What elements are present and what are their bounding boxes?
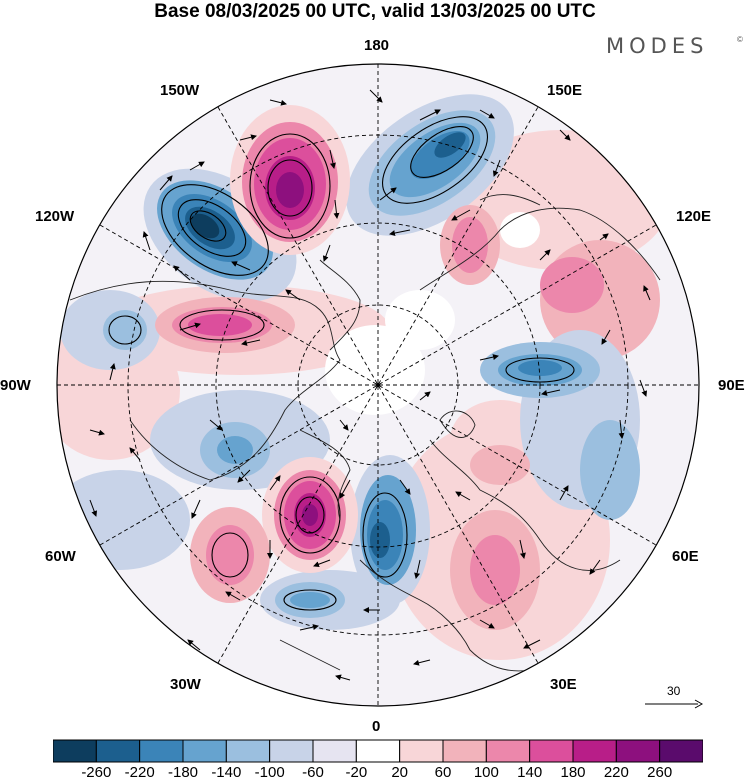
colorbar-swatch	[659, 739, 703, 763]
polar-stereographic-map	[56, 63, 700, 707]
colorbar-tick-label: 260	[647, 764, 673, 781]
colorbar-tick-label: 60	[434, 764, 452, 781]
lon-label-30e: 30E	[550, 676, 577, 693]
lon-label-120e: 120E	[676, 208, 712, 225]
colorbar-tick-label: 220	[603, 764, 629, 781]
graticule	[57, 64, 699, 706]
colorbar-swatch	[312, 739, 357, 763]
colorbar-swatch	[95, 739, 141, 763]
colorbar-tick-label: 180	[560, 764, 586, 781]
colorbar-swatch	[572, 739, 617, 763]
lon-label-120w: 120W	[35, 208, 75, 225]
colorbar-tick-label: 140	[517, 764, 543, 781]
colorbar-swatch	[355, 739, 401, 763]
colorbar-tick-label: -20	[345, 764, 368, 781]
brand-logo-text: MODES	[606, 34, 709, 58]
colorbar-tick-label: -100	[254, 764, 285, 781]
lon-label-60e: 60E	[672, 548, 699, 565]
colorbar-swatch	[485, 739, 531, 763]
map-title: Base 08/03/2025 00 UTC, valid 13/03/2025…	[154, 1, 596, 22]
colorbar-swatch	[139, 739, 184, 763]
colorbar-tick-label: 20	[391, 764, 408, 781]
lon-label-0: 0	[372, 718, 381, 735]
colorbar-tick-label: -180	[167, 764, 199, 781]
lon-label-180: 180	[364, 37, 390, 54]
colorbar-swatch	[225, 739, 271, 763]
colorbar-swatch	[269, 739, 314, 763]
colorbar	[53, 739, 703, 763]
north-pole-marker	[376, 383, 380, 387]
contour-lines	[108, 116, 575, 611]
colorbar-swatch	[529, 739, 574, 763]
map-border	[56, 63, 700, 707]
wind-vectors	[89, 89, 651, 681]
coastlines	[69, 194, 661, 672]
colorbar-tick-label: -60	[302, 764, 324, 781]
lon-label-90e: 90E	[718, 377, 745, 394]
lon-label-60w: 60W	[45, 548, 76, 565]
reference-vector-arrow	[645, 699, 704, 709]
colorbar-swatch	[399, 739, 444, 763]
reference-vector-label: 30	[667, 684, 681, 698]
colorbar-swatch	[615, 739, 661, 763]
colorbar-tick-label: -220	[124, 764, 155, 781]
copyright-mark: ©	[737, 35, 743, 44]
colorbar-swatch	[53, 739, 97, 763]
colorbar-tick-label: 100	[473, 764, 499, 781]
colorbar-swatch	[442, 739, 487, 763]
lon-label-150w: 150W	[160, 82, 200, 99]
lon-label-150e: 150E	[547, 82, 583, 99]
colorbar-swatch	[182, 739, 227, 763]
colorbar-tick-label: -140	[211, 764, 242, 781]
lon-label-30w: 30W	[170, 676, 201, 693]
colorbar-tick-label: -260	[81, 764, 112, 781]
lon-label-90w: 90W	[0, 377, 31, 394]
